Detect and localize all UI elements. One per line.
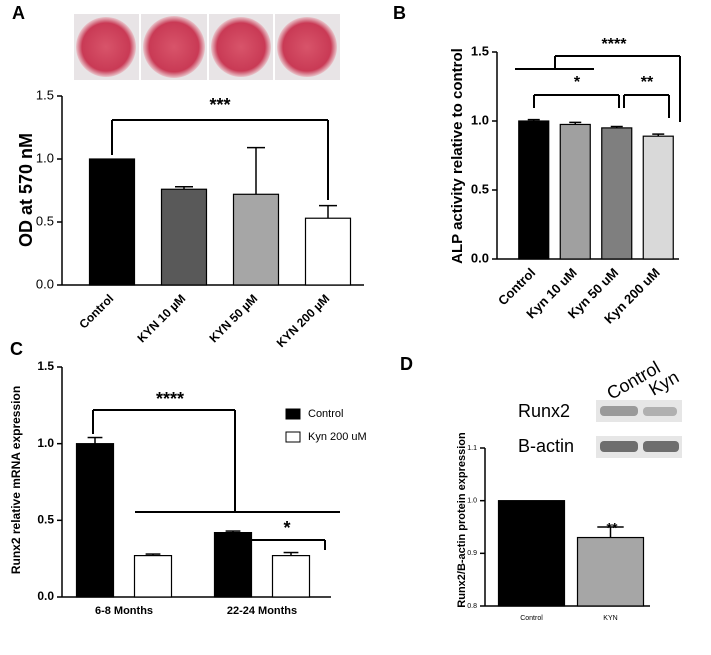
x-tick-label: KYN 10 µM [134,291,188,345]
bar [576,536,645,607]
well [277,17,337,77]
y-axis-label: ALP activity relative to control [449,48,466,264]
y-tick-label: 0.5 [36,213,54,228]
x-tick-label: KYN [603,615,617,622]
y-axis-label: OD at 570 nM [16,133,36,247]
y-axis-label: Runx2 relative mRNA expression [9,386,23,574]
significance: ** [641,74,654,91]
bar [518,120,550,260]
blot-band [643,441,679,452]
significance: * [283,518,290,538]
blot-strip [596,400,682,422]
y-tick-label: 0.0 [36,276,54,291]
panel-letter: B [393,3,406,23]
legend-label: Control [308,408,343,420]
y-tick-label: 1.0 [37,436,54,450]
bar [559,123,591,260]
y-tick-label: 1.0 [467,498,477,505]
y-tick-label: 1.5 [37,359,54,373]
y-tick-label: 1.1 [467,445,477,452]
bar [232,193,280,286]
western-blot [596,400,682,458]
y-tick-label: 1.5 [36,87,54,102]
well [143,16,205,78]
bar [88,158,136,286]
significance: *** [209,95,230,115]
y-axis-label: Runx2/B-actin protein expression [456,432,468,608]
x-tick-label: 6-8 Months [95,605,153,617]
panel-letter: D [400,354,413,374]
x-tick-label: Control [76,291,116,331]
well [211,17,271,77]
well [76,17,136,77]
x-tick-label: Control [520,615,543,622]
bar [304,217,352,286]
bar [601,127,633,260]
y-tick-label: 0.0 [471,250,489,265]
legend-label: Kyn 200 uM [308,431,367,443]
bar [497,500,566,607]
blot-band [600,406,638,416]
bar [642,135,674,260]
legend-swatch [285,431,301,443]
x-tick-label: KYN 50 µM [206,291,260,345]
panel-letter: C [10,339,23,359]
blot-row-label: B-actin [518,436,574,456]
bar [75,443,115,598]
y-tick-label: 0.5 [37,513,54,527]
bar [160,188,208,286]
blot-row-label: Runx2 [518,401,570,421]
y-tick-label: 0.0 [37,589,54,603]
significance: **** [602,36,628,53]
blot-band [643,407,677,416]
y-tick-label: 0.5 [471,181,489,196]
y-tick-label: 0.8 [467,603,477,610]
legend-swatch [285,408,301,420]
significance: ** [607,520,618,536]
blot-band [600,441,638,452]
significance: **** [156,389,184,409]
panel-letter: A [12,3,25,23]
y-tick-label: 1.5 [471,43,489,58]
y-tick-label: 0.9 [467,550,477,557]
x-tick-label: KYN 200 µM [274,291,333,350]
bar [271,554,311,598]
y-tick-label: 1.0 [36,150,54,165]
y-tick-label: 1.0 [471,112,489,127]
x-tick-label: 22-24 Months [227,605,297,617]
well-images [74,14,340,80]
bar [133,554,173,598]
significance: * [574,74,581,91]
